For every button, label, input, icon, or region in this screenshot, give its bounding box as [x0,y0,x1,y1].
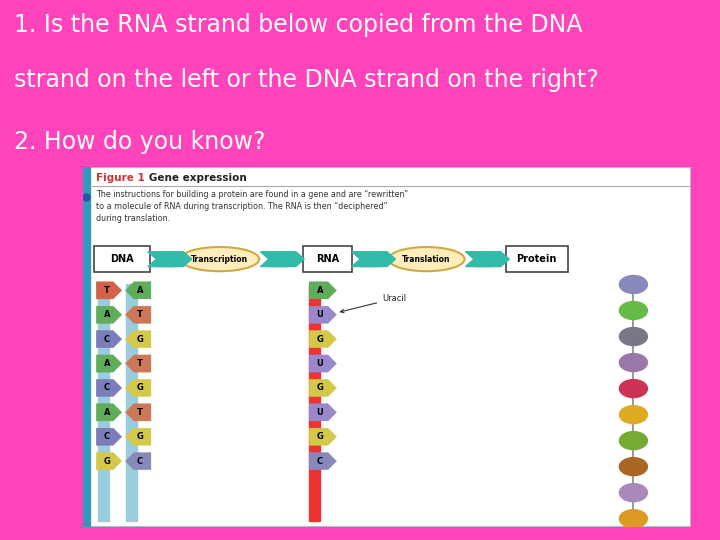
Polygon shape [125,355,151,372]
Text: C: C [317,457,323,465]
Text: U: U [317,310,323,319]
Ellipse shape [389,247,464,271]
Text: G: G [137,335,143,343]
Text: 2. How do you know?: 2. How do you know? [14,130,266,153]
Text: U: U [317,359,323,368]
Text: T: T [137,310,143,319]
Polygon shape [125,282,151,299]
Polygon shape [466,252,491,267]
Text: C: C [137,457,143,465]
Text: T: T [137,359,143,368]
Circle shape [619,301,647,320]
Polygon shape [361,252,387,267]
Circle shape [619,380,647,397]
Polygon shape [309,428,336,446]
Circle shape [619,510,647,528]
Polygon shape [309,306,336,323]
Polygon shape [309,404,336,421]
Polygon shape [125,379,151,396]
Text: RNA: RNA [316,254,339,264]
Text: A: A [104,408,110,417]
Bar [309,285,320,521]
FancyBboxPatch shape [303,246,352,272]
Text: U: U [317,408,323,417]
Text: Protein: Protein [516,254,557,264]
Polygon shape [309,282,336,299]
Text: Transcription: Transcription [191,255,248,264]
Polygon shape [125,404,151,421]
FancyBboxPatch shape [506,246,567,272]
Polygon shape [309,355,336,372]
Polygon shape [261,252,286,267]
Text: T: T [137,408,143,417]
Polygon shape [125,428,151,446]
Text: G: G [137,432,143,441]
Text: 1. Is the RNA strand below copied from the DNA: 1. Is the RNA strand below copied from t… [14,13,582,37]
Polygon shape [157,252,183,267]
Text: A: A [104,310,110,319]
Polygon shape [474,252,500,267]
Text: DNA: DNA [110,254,134,264]
Circle shape [619,484,647,502]
Polygon shape [125,306,151,323]
Text: strand on the left or the DNA strand on the right?: strand on the left or the DNA strand on … [14,68,599,92]
Polygon shape [166,252,192,267]
Polygon shape [96,355,122,372]
Polygon shape [269,252,295,267]
Text: Figure 1: Figure 1 [96,173,145,183]
Circle shape [619,431,647,450]
Circle shape [619,328,647,346]
Text: Uracil: Uracil [341,294,406,313]
Text: C: C [104,432,110,441]
Polygon shape [125,330,151,348]
Polygon shape [125,453,151,470]
Polygon shape [279,252,305,267]
FancyBboxPatch shape [94,246,150,272]
Text: G: G [317,335,323,343]
Text: G: G [317,432,323,441]
Text: G: G [317,383,323,393]
Polygon shape [96,282,122,299]
Circle shape [619,354,647,372]
Polygon shape [96,404,122,421]
Text: A: A [137,286,143,295]
Polygon shape [370,252,395,267]
Polygon shape [96,306,122,323]
Ellipse shape [180,247,259,271]
Polygon shape [96,330,122,348]
Circle shape [619,406,647,423]
Polygon shape [309,330,336,348]
Text: A: A [317,286,323,295]
Polygon shape [484,252,509,267]
Text: G: G [137,383,143,393]
Polygon shape [309,379,336,396]
Text: Gene expression: Gene expression [138,173,246,183]
Text: G: G [104,457,111,465]
Circle shape [619,275,647,293]
Text: T: T [104,286,110,295]
FancyBboxPatch shape [83,167,691,526]
Polygon shape [351,252,377,267]
Text: C: C [104,335,110,343]
Circle shape [619,458,647,476]
Bar [83,167,90,526]
Bar [126,285,137,521]
Text: A: A [104,359,110,368]
Polygon shape [96,453,122,470]
Polygon shape [96,428,122,446]
Polygon shape [148,252,174,267]
Text: Translation: Translation [402,255,451,264]
Text: The instructions for building a protein are found in a gene and are “rewritten”
: The instructions for building a protein … [96,190,408,224]
Bar [98,285,109,521]
Polygon shape [96,379,122,396]
Polygon shape [309,453,336,470]
Text: C: C [104,383,110,393]
